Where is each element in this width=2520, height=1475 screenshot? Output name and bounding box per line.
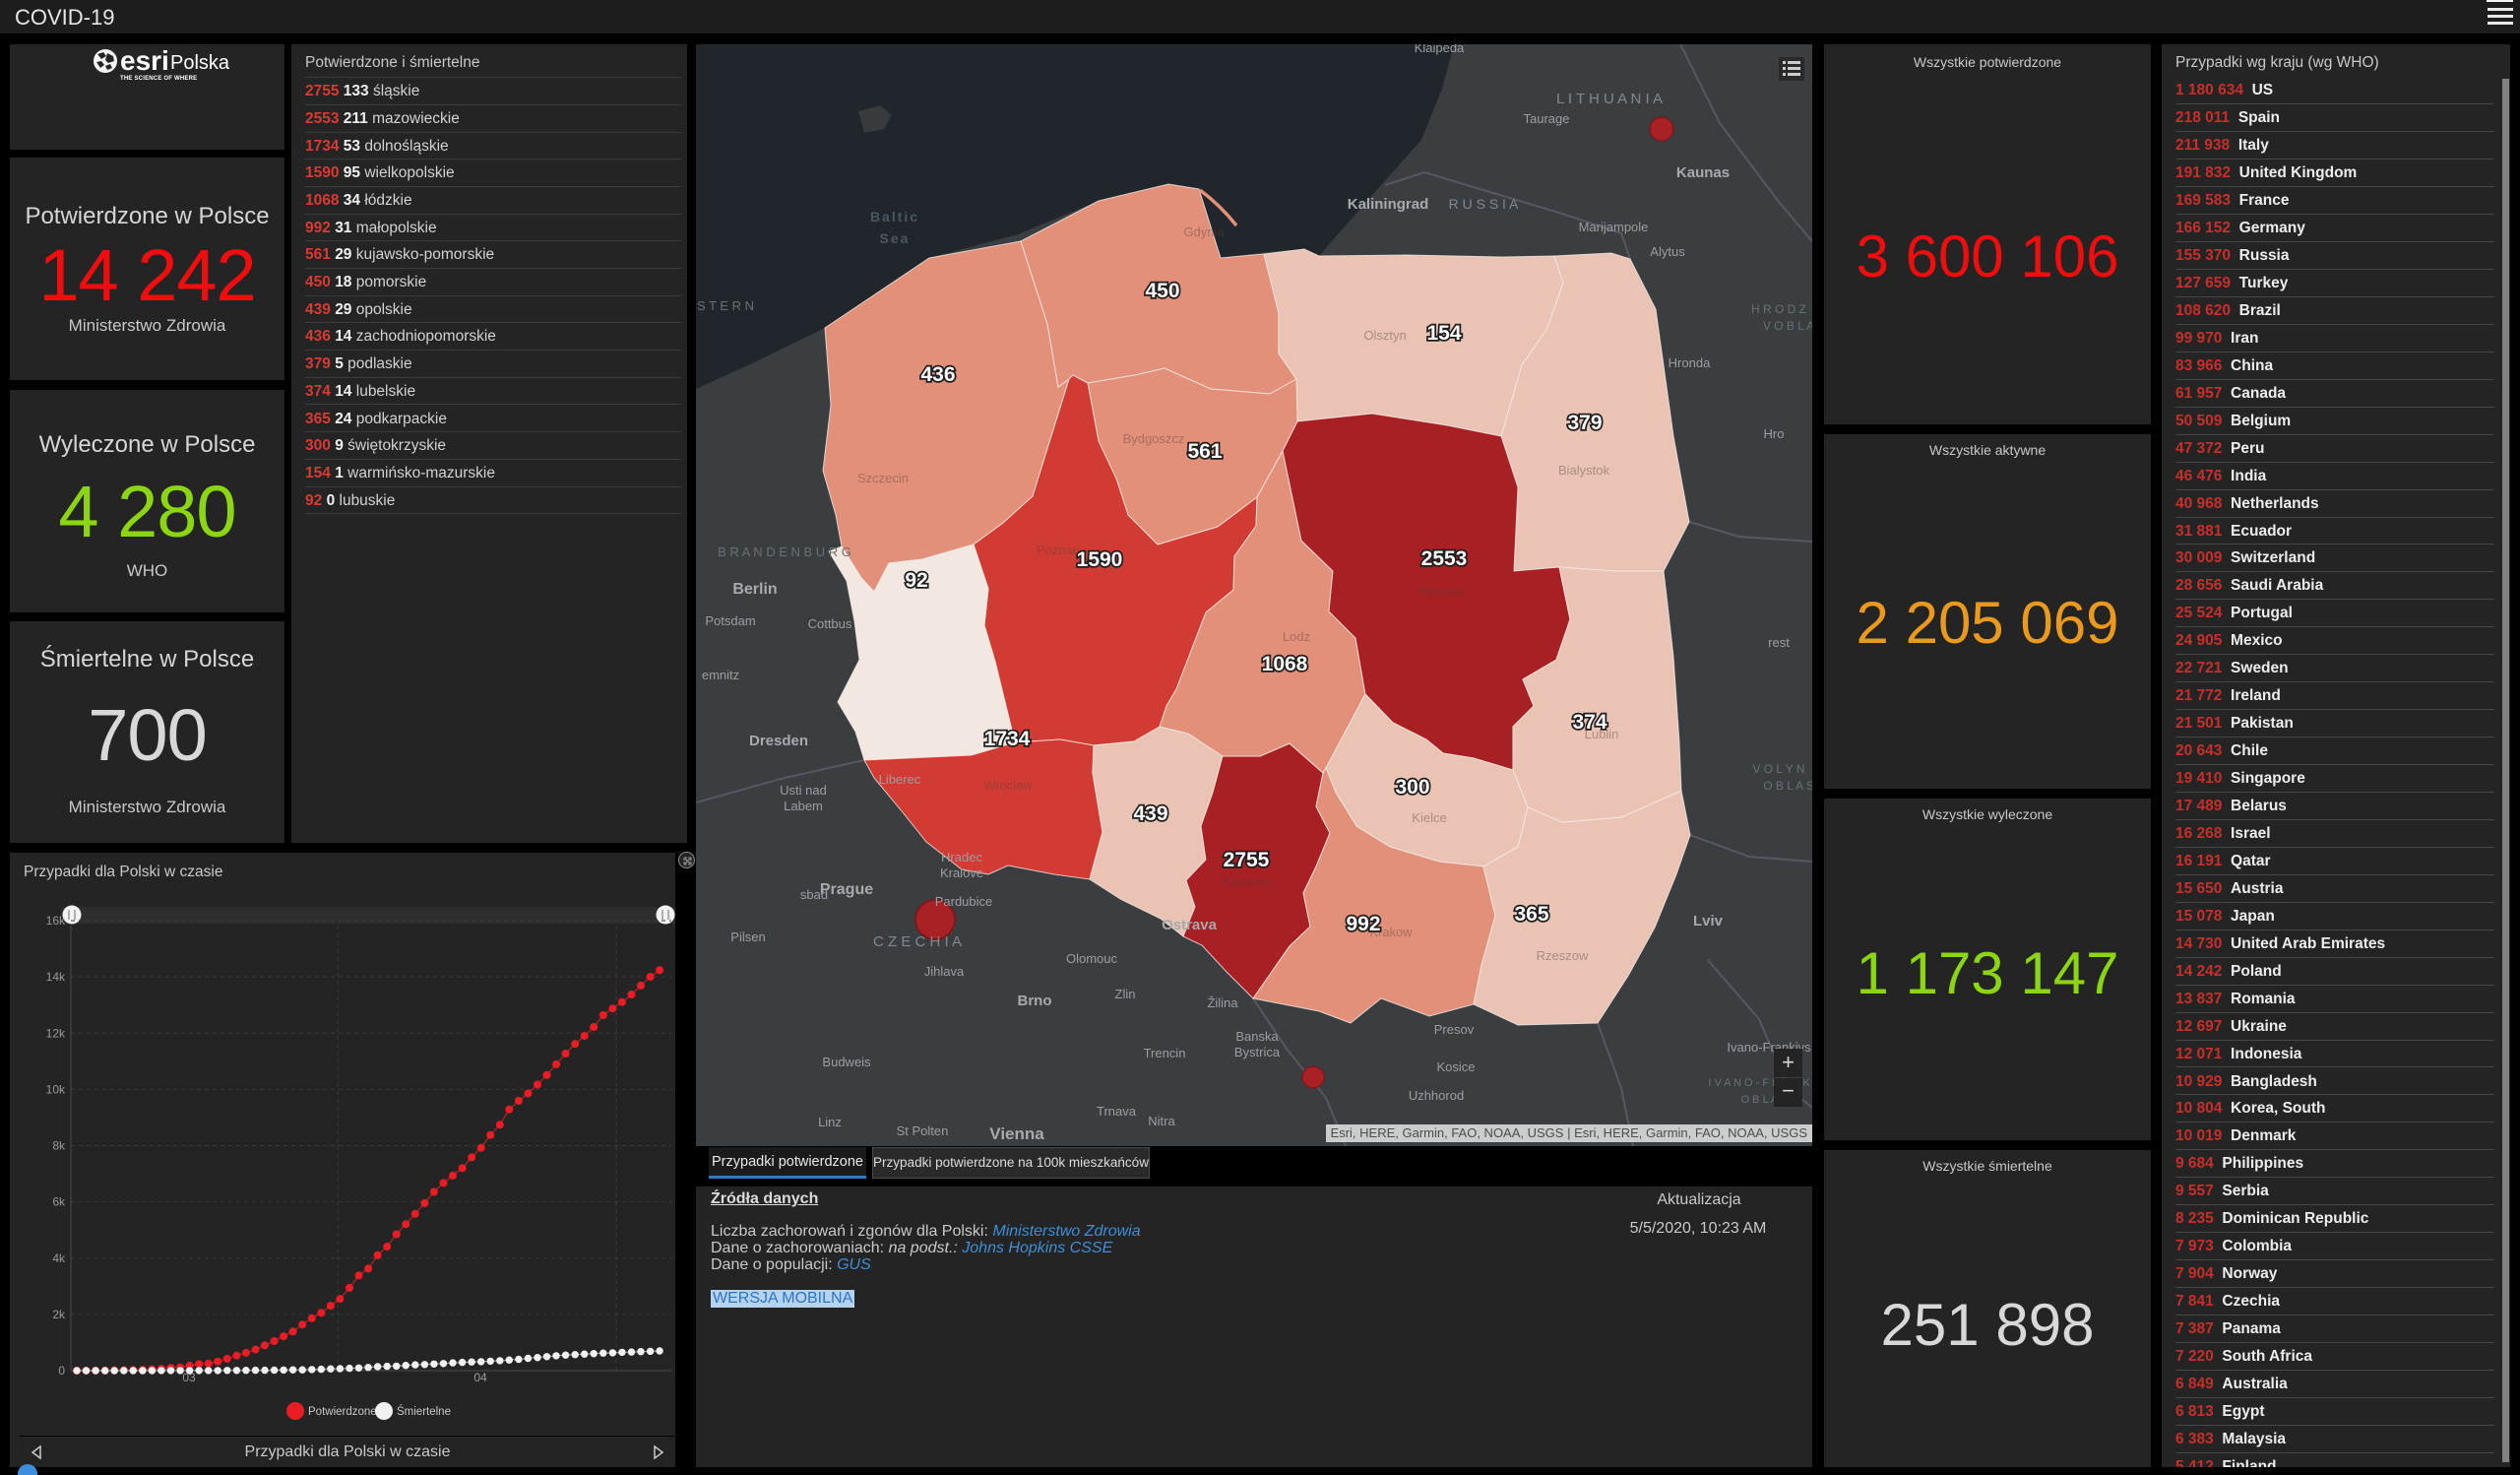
svg-text:Polska: Polska	[170, 52, 230, 74]
svg-text:Lublin: Lublin	[1585, 727, 1619, 741]
svg-text:St Polten: St Polten	[897, 1123, 949, 1138]
svg-text:Labem: Labem	[784, 799, 823, 813]
svg-text:Linz: Linz	[818, 1115, 842, 1129]
svg-text:439: 439	[1133, 802, 1167, 825]
svg-text:374: 374	[1572, 711, 1606, 734]
svg-text:16k: 16k	[46, 914, 66, 928]
svg-text:Potsdam: Potsdam	[705, 613, 755, 628]
svg-text:379: 379	[1567, 412, 1602, 434]
svg-text:Nitra: Nitra	[1148, 1114, 1175, 1128]
svg-text:Berlin: Berlin	[732, 581, 777, 598]
svg-text:Potwierdzone: Potwierdzone	[308, 1406, 377, 1418]
svg-text:0: 0	[58, 1364, 65, 1378]
svg-text:300: 300	[1395, 776, 1429, 799]
svg-text:sbad: sbad	[800, 887, 828, 902]
svg-text:Alytus: Alytus	[1650, 244, 1685, 259]
svg-text:Pardubice: Pardubice	[935, 894, 993, 909]
svg-text:10k: 10k	[46, 1082, 66, 1096]
svg-text:992: 992	[1346, 913, 1380, 935]
svg-text:emnitz: emnitz	[702, 668, 739, 682]
svg-text:B R A N D E N B U R G: B R A N D E N B U R G	[718, 545, 851, 559]
svg-text:436: 436	[920, 363, 955, 386]
svg-text:92: 92	[905, 569, 927, 592]
svg-text:4k: 4k	[52, 1251, 66, 1265]
svg-text:Olsztyn: Olsztyn	[1363, 328, 1406, 343]
svg-text:2k: 2k	[52, 1308, 66, 1321]
svg-text:Kaunas: Kaunas	[1676, 164, 1730, 181]
svg-text:Śmiertelne: Śmiertelne	[397, 1405, 451, 1418]
svg-text:Presov: Presov	[1434, 1022, 1475, 1037]
svg-text:S T E R N: S T E R N	[697, 298, 754, 313]
svg-text:Kaliningrad: Kaliningrad	[1348, 196, 1429, 213]
svg-text:Prague: Prague	[820, 881, 873, 898]
svg-text:R U S S I A: R U S S I A	[1449, 196, 1519, 212]
svg-text:Wroclaw: Wroclaw	[983, 778, 1033, 793]
svg-text:Cottbus: Cottbus	[808, 616, 852, 631]
svg-text:Ostrava: Ostrava	[1162, 917, 1218, 933]
svg-text:Zlin: Zlin	[1115, 987, 1136, 1001]
svg-text:Olomouc: Olomouc	[1066, 951, 1118, 966]
svg-text:1590: 1590	[1077, 548, 1123, 571]
svg-text:Katowice: Katowice	[1222, 874, 1274, 889]
svg-text:rest: rest	[1768, 635, 1790, 650]
svg-text:Taurage: Taurage	[1524, 111, 1570, 126]
svg-text:1734: 1734	[984, 728, 1031, 750]
svg-text:12k: 12k	[46, 1026, 66, 1040]
svg-text:Pilsen: Pilsen	[730, 930, 765, 944]
svg-text:Rzeszow: Rzeszow	[1537, 948, 1589, 963]
svg-text:Krakow: Krakow	[1369, 925, 1413, 939]
svg-text:Bialystok: Bialystok	[1558, 463, 1610, 478]
svg-text:Poznan: Poznan	[1037, 543, 1080, 557]
svg-text:Budweis: Budweis	[822, 1055, 871, 1069]
svg-text:Bystrica: Bystrica	[1234, 1045, 1281, 1059]
svg-text:Hronda: Hronda	[1669, 355, 1711, 370]
svg-text:Trnava: Trnava	[1097, 1104, 1137, 1119]
svg-text:1068: 1068	[1262, 653, 1308, 675]
svg-text:14k: 14k	[46, 970, 66, 984]
svg-text:Brno: Brno	[1018, 993, 1052, 1009]
svg-text:Marijampole: Marijampole	[1579, 220, 1649, 234]
svg-text:6k: 6k	[52, 1195, 66, 1209]
svg-text:V O L Y N: V O L Y N	[1752, 762, 1804, 776]
svg-text:Žilina: Žilina	[1207, 995, 1238, 1010]
svg-text:Lodz: Lodz	[1283, 629, 1310, 644]
svg-text:Klaipeda: Klaipeda	[1415, 44, 1465, 55]
svg-text:Hro: Hro	[1764, 426, 1785, 441]
svg-text:2755: 2755	[1224, 849, 1270, 871]
svg-text:Lviv: Lviv	[1693, 913, 1724, 930]
svg-text:Hradec: Hradec	[941, 850, 982, 865]
svg-text:154: 154	[1426, 322, 1461, 345]
svg-text:03: 03	[182, 1371, 196, 1384]
svg-text:561: 561	[1187, 440, 1222, 463]
svg-text:450: 450	[1145, 280, 1179, 302]
svg-text:H R O D Z: H R O D Z	[1751, 302, 1806, 316]
svg-text:C Z E C H I A: C Z E C H I A	[873, 933, 962, 950]
svg-text:Warsaw: Warsaw	[1418, 584, 1465, 599]
svg-text:Dresden: Dresden	[749, 733, 808, 749]
svg-text:Gdynia: Gdynia	[1183, 224, 1225, 239]
svg-text:Trencin: Trencin	[1144, 1046, 1186, 1060]
svg-text:Baltic: Baltic	[870, 209, 919, 224]
svg-text:Kielce: Kielce	[1412, 810, 1446, 825]
svg-text:Usti nad: Usti nad	[780, 783, 827, 798]
svg-text:2553: 2553	[1421, 547, 1468, 570]
svg-text:8k: 8k	[52, 1139, 66, 1153]
svg-text:Liberec: Liberec	[879, 772, 921, 787]
svg-text:Banska: Banska	[1235, 1029, 1279, 1044]
svg-text:04: 04	[473, 1371, 487, 1384]
svg-text:365: 365	[1514, 903, 1548, 926]
svg-text:O B L A S: O B L A S	[1763, 779, 1812, 793]
svg-text:Szczecin: Szczecin	[857, 471, 909, 485]
svg-text:V O B L A: V O B L A	[1763, 319, 1812, 333]
svg-text:Kralove: Kralove	[940, 866, 983, 880]
svg-text:Vienna: Vienna	[989, 1124, 1044, 1143]
svg-text:Bydgoszcz: Bydgoszcz	[1123, 431, 1185, 446]
svg-text:Jihlava: Jihlava	[924, 964, 965, 979]
svg-text:Uzhhorod: Uzhhorod	[1409, 1088, 1464, 1103]
svg-text:L I T H U A N I A: L I T H U A N I A	[1556, 91, 1663, 107]
svg-text:Kosice: Kosice	[1436, 1059, 1475, 1074]
svg-text:THE SCIENCE OF WHERE: THE SCIENCE OF WHERE	[120, 76, 197, 82]
svg-text:Sea: Sea	[880, 230, 911, 246]
svg-text:esri: esri	[120, 45, 169, 76]
